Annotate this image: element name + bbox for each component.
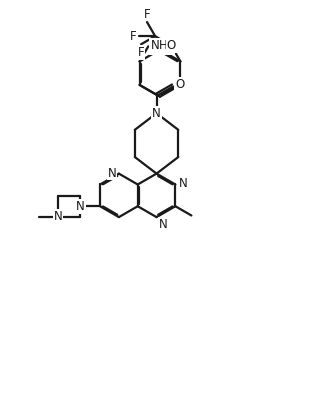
Text: O: O (175, 78, 184, 91)
Text: F: F (130, 30, 136, 43)
Text: N: N (179, 177, 188, 190)
Text: N: N (108, 167, 116, 180)
Text: O: O (166, 39, 176, 52)
Text: N: N (159, 218, 168, 231)
Text: N: N (76, 200, 85, 213)
Text: F: F (138, 46, 144, 59)
Text: NH$_2$: NH$_2$ (150, 39, 174, 54)
Text: N: N (53, 210, 62, 223)
Text: N: N (152, 107, 161, 120)
Text: F: F (144, 7, 150, 20)
